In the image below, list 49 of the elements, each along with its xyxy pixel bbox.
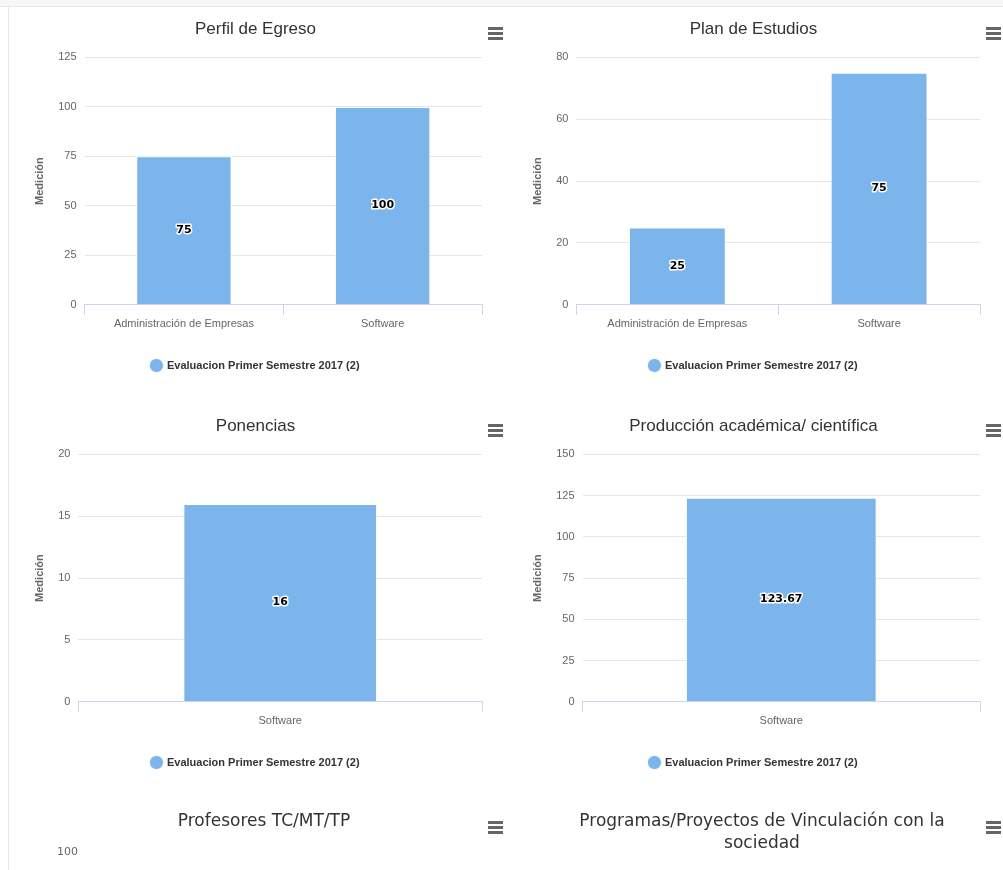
data-label: 75 [176,223,192,237]
y-tick-label: 0 [64,694,71,707]
text: Programas/Proyectos de Vinculación con la sociedad [578,809,946,853]
y-axis-title: Medición [530,553,543,602]
chart-title: Producción académica/ científica [629,415,879,435]
y-tick-label: 15 [58,509,71,522]
x-tick-label: Software [857,317,901,330]
y-tick-label: 50 [562,612,575,625]
x-tick-label: Administración de Empresas [113,317,255,330]
chart-title: Ponencias [215,415,296,435]
y-tick-label: 25 [64,248,77,261]
chart-title: Perfil de Egreso [195,18,316,38]
y-tick-label: 10 [58,571,71,584]
text: Profesores TC/MT/TP [176,809,352,831]
data-label: 75 [871,181,887,195]
y-axis-title: Medición [530,156,543,205]
y-tick-label: 125 [556,488,575,501]
y-axis-title: Medición [32,553,45,602]
y-tick-label: 40 [556,174,569,187]
y-tick-label: 150 [556,447,575,460]
x-tick-label: Software [360,317,405,330]
data-label: 25 [669,258,685,272]
legend-label: Evaluacion Primer Semestre 2017 (2) [166,755,360,768]
y-tick-label: 20 [556,235,569,248]
data-label: 123.67 [760,592,803,606]
y-tick-label: 125 [58,50,77,63]
y-tick-label: 50 [64,198,77,211]
y-tick-label: 100 [58,99,77,112]
y-tick-label: 5 [64,632,71,645]
data-label: 100 [371,198,395,212]
y-axis-title: Medición [32,156,45,205]
y-tick-label: 25 [562,653,575,666]
legend-label: Evaluacion Primer Semestre 2017 (2) [664,358,858,371]
data-label: 16 [272,595,289,609]
legend-label: Evaluacion Primer Semestre 2017 (2) [166,358,360,371]
y-tick-label: 0 [568,694,575,707]
y-tick-label: 20 [58,447,71,460]
legend-label: Evaluacion Primer Semestre 2017 (2) [664,755,858,768]
y-tick-label: 75 [562,571,575,584]
y-tick-label: 80 [556,50,569,63]
y-tick-label: 0 [562,297,569,310]
y-tick-label: 100 [556,529,575,542]
x-tick-label: Software [759,714,803,727]
y-tick-label: 0 [70,297,77,310]
y-tick-label: 75 [64,149,77,162]
x-tick-label: Administración de Empresas [607,317,748,330]
chart-title: Plan de Estudios [689,18,818,38]
x-tick-label: Software [258,714,302,727]
y-tick-label: 60 [556,112,569,125]
